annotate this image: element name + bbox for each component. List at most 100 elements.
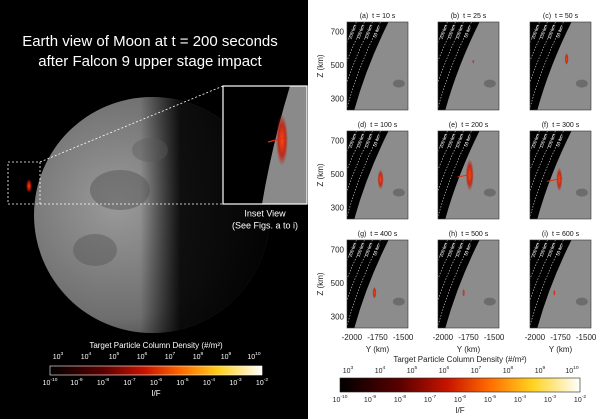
power-base: 10: [203, 380, 211, 387]
x-axis-label: Y (km): [549, 345, 573, 354]
altitude-label: 200 km: [531, 24, 541, 40]
altitude-label: 50 km: [555, 243, 564, 256]
panel-time: t = 500 s: [461, 231, 489, 238]
panel-letter: (f): [542, 122, 549, 129]
altitude-label: 50 km: [555, 25, 564, 38]
panel-frame: [437, 239, 500, 329]
colorbar-title: Target Particle Column Density (#/m²): [89, 341, 223, 350]
altitude-contour: [530, 131, 540, 152]
power-base: 10: [407, 368, 415, 375]
x-tick-label: -1750: [550, 333, 571, 342]
power-base: 10: [229, 380, 237, 387]
altitude-label: 200 km: [531, 133, 541, 149]
power-base: 10: [503, 368, 511, 375]
x-tick-label: -2000: [342, 333, 363, 342]
title: Earth view of Moon at t = 200 seconds: [22, 33, 278, 50]
power-base: 10: [176, 380, 184, 387]
moon-surface: [537, 131, 591, 219]
panel-time: t = 10 s: [372, 13, 396, 20]
altitude-label: 50 km: [463, 243, 472, 256]
altitude-contour: [530, 22, 548, 62]
altitude-contour: [347, 131, 373, 193]
plume: [553, 289, 556, 296]
altitude-label: 150 km: [447, 24, 457, 40]
if-tick-label: 10-2: [574, 394, 586, 403]
altitude-label: 100 km: [364, 24, 374, 40]
power-exponent: -3: [552, 394, 557, 400]
plume: [462, 288, 465, 297]
if-tick-label: 10-8: [394, 394, 406, 403]
density-tick-label: 104: [375, 365, 386, 374]
power-exponent: -6: [158, 377, 163, 383]
power-base: 10: [514, 397, 522, 404]
moon-surface: [537, 22, 591, 110]
altitude-label: 200 km: [348, 133, 358, 149]
altitude-label: 100 km: [455, 242, 465, 258]
altitude-label: 50 km: [372, 243, 381, 256]
altitude-contour: [438, 22, 456, 62]
altitude-contour: [438, 240, 472, 327]
y-axis-label: Z (km): [316, 163, 325, 186]
panel-label: (i) t = 600 s: [542, 231, 580, 238]
altitude-label: 150 km: [356, 242, 366, 258]
power-exponent: -2: [582, 394, 587, 400]
power-exponent: -5: [184, 377, 189, 383]
x-tick-label: -2000: [525, 333, 546, 342]
crater: [483, 79, 496, 88]
power-base: 10: [256, 380, 264, 387]
altitude-label: 200 km: [531, 242, 541, 258]
if-tick-label: 10-10: [43, 377, 58, 386]
panel-time: t = 25 s: [463, 13, 487, 20]
crater: [575, 188, 588, 197]
power-exponent: 6: [145, 351, 148, 357]
altitude-label: 150 km: [447, 133, 457, 149]
title: after Falcon 9 upper stage impact: [38, 53, 262, 70]
altitude-label: 100 km: [455, 133, 465, 149]
altitude-label: 200 km: [439, 133, 449, 149]
altitude-contour: [438, 22, 472, 109]
power-exponent: -9: [78, 377, 83, 383]
plume: [377, 169, 384, 190]
panel-frame: [346, 21, 409, 111]
altitude-contour: [438, 131, 464, 193]
plume: [26, 179, 32, 193]
if-tick-label: 10-6: [454, 394, 466, 403]
altitude-label: 50 km: [463, 25, 472, 38]
if-tick-label: 10-6: [150, 377, 162, 386]
density-tick-label: 109: [221, 351, 232, 360]
panel-label: (f) t = 300 s: [542, 122, 580, 129]
panel-frame: [346, 130, 409, 220]
power-base: 10: [109, 354, 117, 361]
panel-letter: (a): [360, 13, 369, 20]
if-tick-label: 10-9: [70, 377, 82, 386]
altitude-label: 150 km: [539, 133, 549, 149]
altitude-contour: [438, 240, 448, 261]
power-base: 10: [471, 368, 479, 375]
y-tick-label: 700: [331, 28, 345, 37]
altitude-contour: [347, 240, 373, 302]
altitude-contour: [530, 131, 548, 171]
density-tick-label: 107: [165, 351, 176, 360]
density-tick-label: 106: [439, 365, 450, 374]
power-exponent: 7: [479, 365, 482, 371]
power-base: 10: [70, 380, 78, 387]
altitude-label: 150 km: [539, 24, 549, 40]
altitude-contour: [347, 22, 381, 109]
power-exponent: 10: [255, 351, 261, 357]
power-base: 10: [123, 380, 131, 387]
power-exponent: 8: [201, 351, 204, 357]
crater: [575, 79, 588, 88]
plume: [472, 59, 475, 64]
altitude-label: 100 km: [547, 24, 557, 40]
power-exponent: 9: [229, 351, 232, 357]
power-exponent: 5: [117, 351, 120, 357]
x-tick-label: -1500: [576, 333, 597, 342]
inset-frame: [222, 85, 308, 205]
power-exponent: -4: [522, 394, 527, 400]
